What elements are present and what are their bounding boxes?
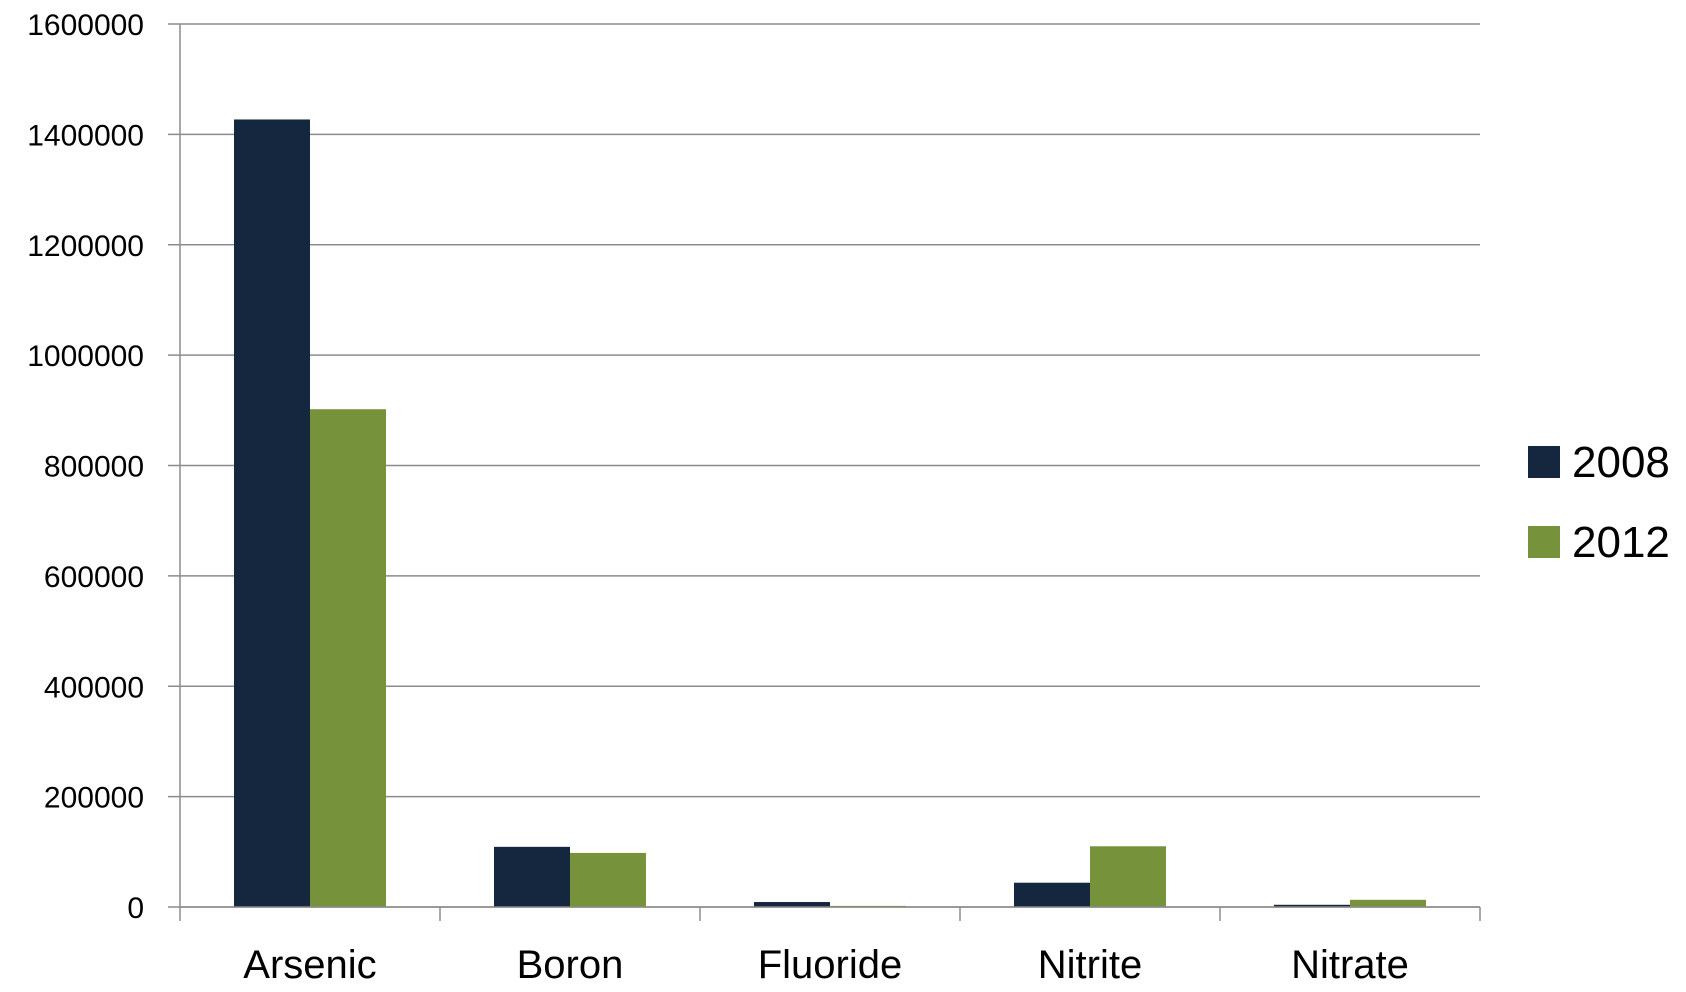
y-tick-label: 600000 (44, 561, 144, 594)
legend-label: 2012 (1572, 518, 1670, 567)
y-tick-label: 1600000 (27, 9, 144, 42)
x-tick-label: Fluoride (758, 943, 903, 987)
x-tick-label: Boron (517, 943, 624, 987)
bar-2008-nitrate (1274, 904, 1350, 907)
y-tick-label: 1200000 (27, 230, 144, 263)
bar-2012-nitrate (1350, 899, 1426, 907)
bar-2012-arsenic (310, 409, 386, 907)
x-tick-label: Nitrate (1291, 943, 1409, 987)
bar-2012-nitrite (1090, 846, 1166, 907)
legend-label: 2008 (1572, 438, 1670, 487)
y-tick-label: 1000000 (27, 340, 144, 373)
bar-2008-fluoride (754, 902, 830, 907)
bar-2008-nitrite (1014, 882, 1090, 907)
x-tick-label: Arsenic (243, 943, 376, 987)
y-tick-label: 0 (127, 892, 144, 925)
legend-swatch (1528, 446, 1560, 478)
legend-swatch (1528, 526, 1560, 558)
bar-2008-arsenic (234, 119, 310, 908)
y-tick-labels: 0 200000 400000 600000 800000 1000000 1200000 1… (27, 9, 144, 925)
bar-2012-boron (570, 852, 646, 907)
x-tick-labels: Arsenic Boron Fluoride Nitrite Nitrate (243, 943, 1409, 987)
y-tick-label: 800000 (44, 451, 144, 484)
y-tick-label: 1400000 (27, 119, 144, 152)
y-tick-label: 400000 (44, 671, 144, 704)
bar-2008-boron (494, 846, 570, 907)
bars (234, 119, 1426, 908)
gridlines (168, 23, 1480, 908)
y-tick-label: 200000 (44, 782, 144, 815)
axes (179, 24, 1481, 921)
x-tick-label: Nitrite (1038, 943, 1142, 987)
legend: 2008 2012 (1528, 438, 1670, 567)
